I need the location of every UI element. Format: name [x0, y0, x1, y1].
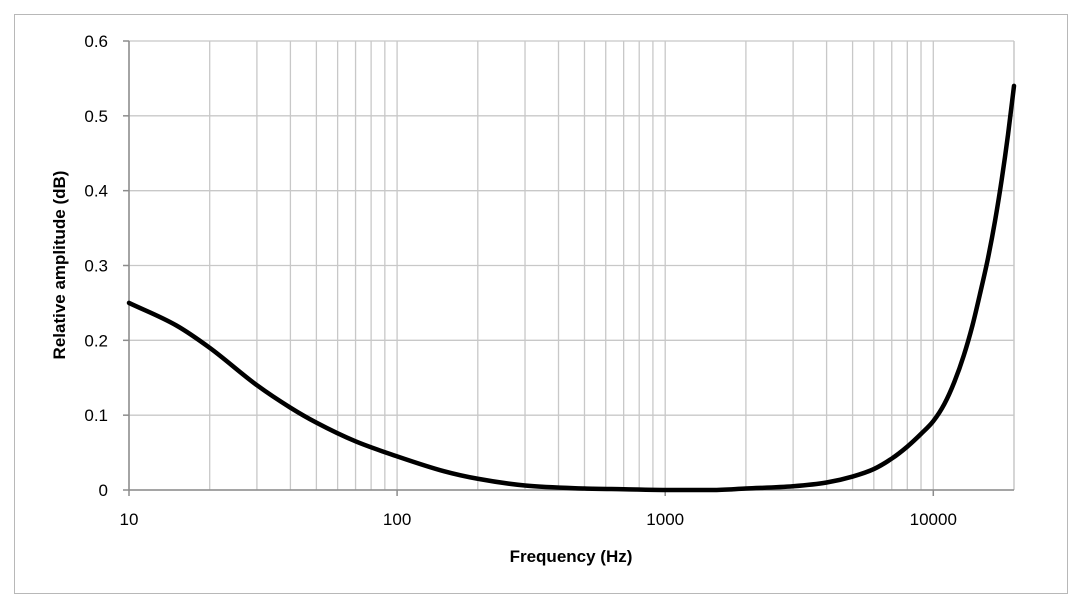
- x-tick-label-3: 10000: [910, 510, 957, 529]
- x-tick-label-2: 1000: [646, 510, 684, 529]
- y-tick-label-1: 0.1: [84, 406, 108, 425]
- y-tick-label-3: 0.3: [84, 257, 108, 276]
- y-tick-labels: 0 0.1 0.2 0.3 0.4 0.5 0.6: [84, 32, 108, 500]
- series-line-0: [126, 83, 1017, 493]
- y-tick-label-6: 0.6: [84, 32, 108, 51]
- y-tick-label-5: 0.5: [84, 107, 108, 126]
- y-tick-label-4: 0.4: [84, 182, 108, 201]
- series-layer: [126, 83, 1017, 493]
- x-axis-title: Frequency (Hz): [510, 547, 633, 566]
- x-tick-labels: 10 100 1000 10000: [120, 510, 957, 529]
- x-tick-label-0: 10: [120, 510, 139, 529]
- y-tick-label-2: 0.2: [84, 331, 108, 350]
- y-tick-label-0: 0: [99, 481, 108, 500]
- grid-layer: [128, 40, 1015, 491]
- y-axis-title: Relative amplitude (dB): [50, 171, 69, 360]
- x-tick-label-1: 100: [383, 510, 411, 529]
